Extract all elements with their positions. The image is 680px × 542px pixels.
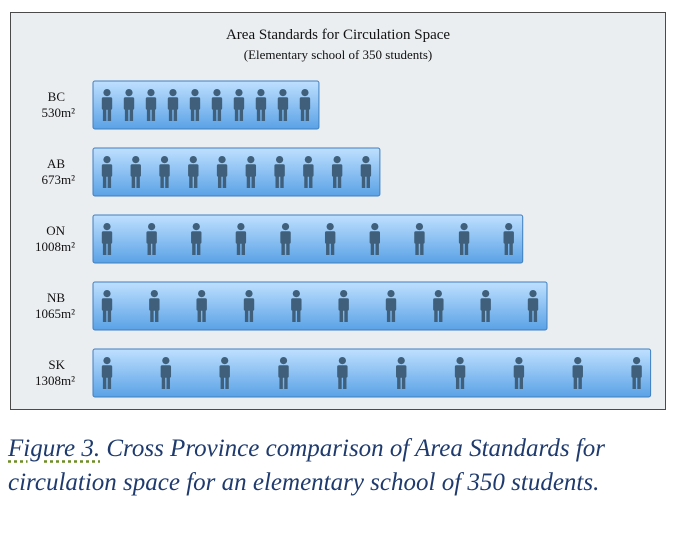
- person-icon: [216, 156, 228, 188]
- person-icon: [196, 290, 207, 322]
- person-icon: [503, 223, 514, 255]
- person-icon: [101, 290, 113, 322]
- category-label: BC: [48, 89, 65, 104]
- person-icon: [191, 223, 202, 255]
- person-icon: [188, 156, 199, 188]
- person-icon: [160, 357, 172, 389]
- person-icon: [189, 89, 201, 121]
- person-icon: [149, 290, 160, 322]
- person-icon: [369, 223, 381, 255]
- person-icon: [299, 89, 311, 121]
- value-label: 530m²: [41, 105, 75, 120]
- person-icon: [324, 223, 336, 255]
- bar-on: [92, 214, 524, 264]
- person-icon: [255, 89, 267, 121]
- person-icon: [454, 357, 466, 389]
- person-icon: [145, 89, 157, 121]
- person-icon: [167, 89, 179, 121]
- person-icon: [572, 357, 583, 389]
- bar-sk: [92, 348, 652, 398]
- person-icon: [331, 156, 343, 188]
- person-icon: [243, 290, 255, 322]
- category-label: SK: [48, 357, 65, 372]
- value-label: 673m²: [41, 172, 75, 187]
- bar-nb: [92, 281, 548, 331]
- chart-title: Area Standards for Circulation Space: [225, 27, 451, 43]
- person-icon: [303, 156, 314, 188]
- person-icon: [146, 223, 157, 255]
- person-icon: [274, 156, 285, 188]
- figure-caption: Figure 3. Cross Province comparison of A…: [8, 432, 648, 500]
- person-icon: [360, 156, 372, 188]
- person-icon: [458, 223, 470, 255]
- person-icon: [101, 357, 113, 389]
- value-label: 1308m²: [35, 373, 75, 388]
- person-icon: [480, 290, 491, 322]
- caption-text: Cross Province comparison of Area Standa…: [8, 435, 605, 496]
- person-icon: [219, 357, 230, 389]
- person-icon: [235, 223, 247, 255]
- person-icon: [278, 357, 289, 389]
- person-icon: [631, 357, 642, 389]
- category-label: NB: [47, 290, 65, 305]
- person-icon: [211, 89, 223, 121]
- person-icon: [101, 156, 113, 188]
- person-icon: [233, 89, 245, 121]
- person-icon: [338, 290, 349, 322]
- person-icon: [101, 89, 113, 121]
- value-label: 1065m²: [35, 306, 75, 321]
- person-icon: [291, 290, 302, 322]
- category-label: AB: [47, 156, 65, 171]
- person-icon: [245, 156, 257, 188]
- person-icon: [280, 223, 291, 255]
- person-icon: [527, 290, 539, 322]
- person-icon: [414, 223, 425, 255]
- chart-panel: Area Standards for Circulation Space (El…: [10, 12, 666, 410]
- person-icon: [101, 223, 113, 255]
- person-icon: [385, 290, 397, 322]
- category-label: ON: [46, 223, 65, 238]
- value-label: 1008m²: [35, 239, 75, 254]
- person-icon: [513, 357, 525, 389]
- person-icon: [277, 89, 289, 121]
- person-icon: [130, 156, 141, 188]
- person-icon: [396, 357, 407, 389]
- person-icon: [337, 357, 348, 389]
- person-icon: [159, 156, 170, 188]
- person-icon: [433, 290, 444, 322]
- person-icon: [123, 89, 135, 121]
- caption-lead: Figure 3.: [8, 435, 101, 462]
- chart-subtitle: (Elementary school of 350 students): [243, 47, 433, 62]
